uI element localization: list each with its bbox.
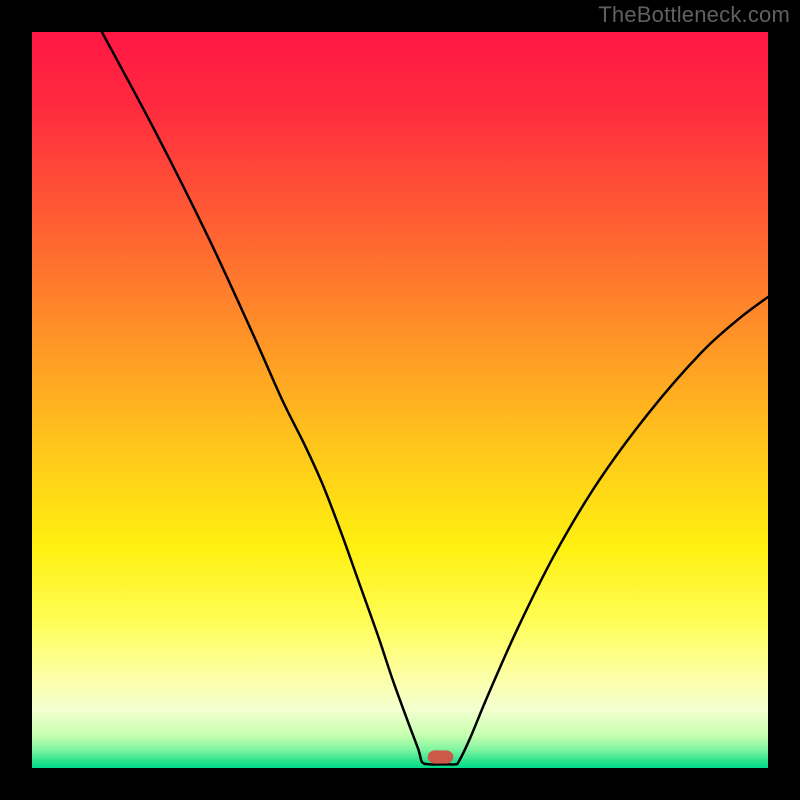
minimum-marker <box>428 750 454 763</box>
chart-svg <box>32 32 768 768</box>
watermark-text: TheBottleneck.com <box>598 2 790 28</box>
chart-plot-area <box>32 32 768 768</box>
